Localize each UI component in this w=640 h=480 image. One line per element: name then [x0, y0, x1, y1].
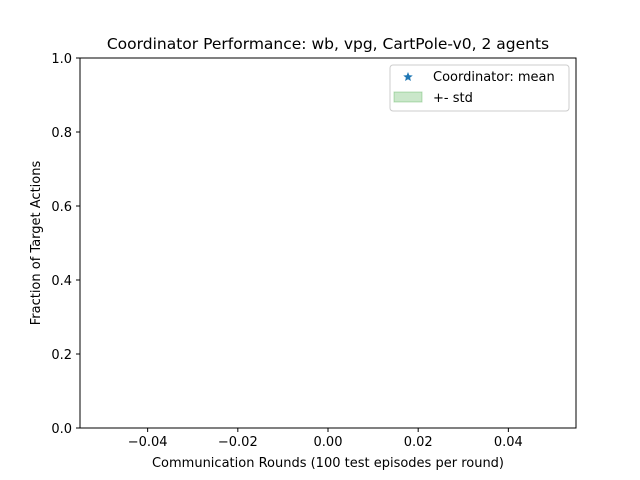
x-tick-label: 0.02: [404, 435, 433, 450]
x-tick-label: 0.04: [494, 435, 523, 450]
tick-layer: −0.04 −0.02 0.00 0.02 0.04 0.0 0.2 0.4 0.6 0.8 1.0: [51, 52, 523, 450]
y-tick-label: 0.4: [51, 274, 72, 289]
plot-area-frame: [79, 57, 577, 429]
y-tick-label: 0.6: [51, 200, 72, 215]
chart-title: Coordinator Performance: wb, vpg, CartPo…: [107, 35, 549, 53]
y-tick-label: 0.0: [51, 422, 72, 437]
y-tick-label: 0.8: [51, 126, 72, 141]
x-tick-label: −0.04: [128, 435, 168, 450]
legend: Coordinator: mean +- std: [389, 64, 570, 112]
x-tick-label: −0.02: [218, 435, 258, 450]
legend-box: [389, 64, 570, 112]
x-tick-label: 0.00: [314, 435, 343, 450]
legend-entry-mean: Coordinator: mean: [433, 70, 555, 85]
y-axis-label: Fraction of Target Actions: [29, 161, 44, 326]
legend-star-marker: [403, 72, 413, 82]
legend-band-swatch: [393, 91, 423, 103]
x-axis-label: Communication Rounds (100 test episodes …: [152, 456, 504, 471]
y-tick-label: 1.0: [51, 52, 72, 67]
legend-entry-std: +- std: [433, 91, 473, 106]
y-tick-label: 0.2: [51, 348, 72, 363]
